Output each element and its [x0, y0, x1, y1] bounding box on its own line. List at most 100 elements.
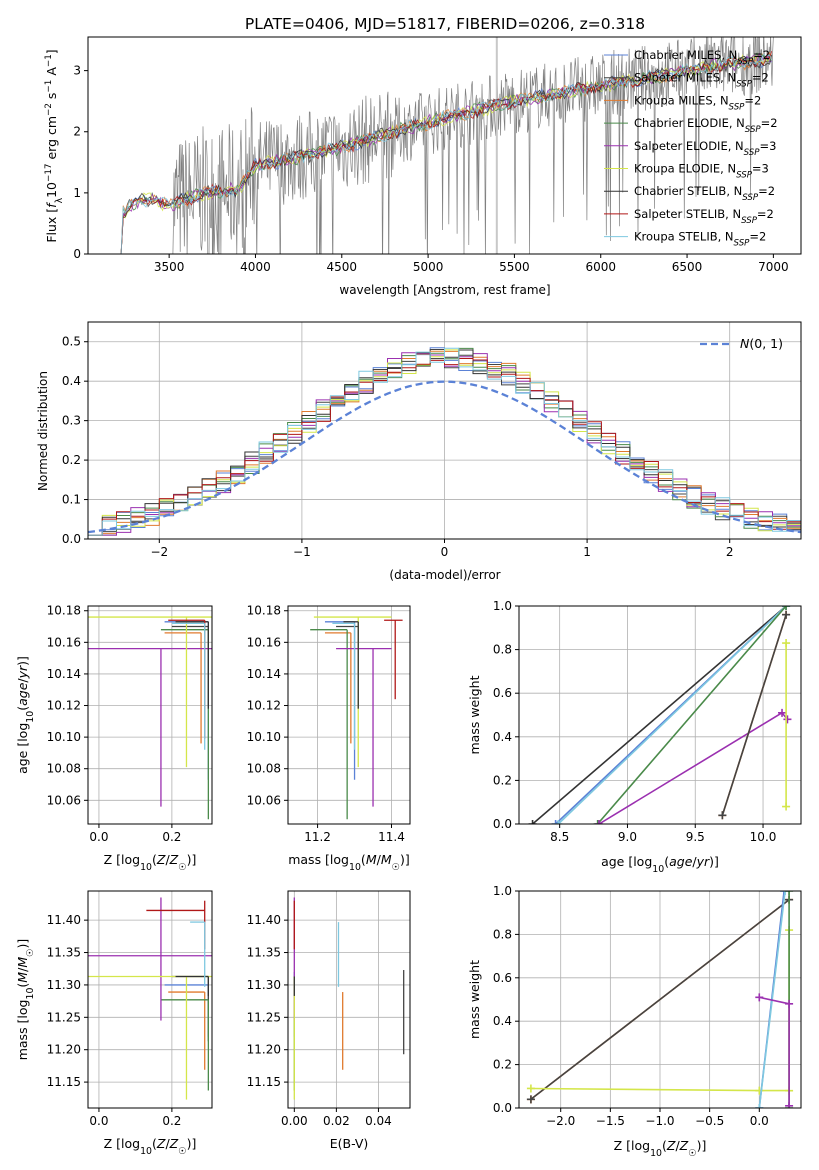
age_vs_Z-y-tick-label: 10.18	[47, 604, 81, 618]
residuals-axes: −2 −1 0 1 2 0.0 0.1 0.2 0.3 0.4 0.5 N(0, 1)	[62, 321, 802, 559]
weight_vs_Z-y-tick-label: 0.4	[493, 1014, 512, 1028]
spectrum-frame	[87, 36, 802, 255]
weight_vs_Z-x-tick-label: −1.0	[645, 1114, 674, 1128]
weight-point-marker	[594, 820, 603, 824]
residuals-x-tick-label: 2	[726, 545, 734, 559]
weight-point-marker	[755, 1104, 764, 1108]
weight-point-marker	[528, 820, 537, 824]
weight-series-line	[557, 606, 787, 824]
weight_vs_age-x-tick-label: 9.5	[686, 830, 705, 844]
spectrum-x-tick-label: 5500	[499, 260, 530, 274]
mass_vs_EBV-y-tick-label: 11.25	[247, 1010, 281, 1024]
spectrum-y-tick-label: 3	[73, 64, 81, 78]
weight-point-marker	[782, 639, 791, 648]
spectrum-x-tick-label: 7000	[758, 260, 789, 274]
weight-point-marker	[526, 1095, 535, 1104]
weight-point-marker	[783, 715, 792, 724]
mass_vs_Z-y-axis-label: mass [log10(M/M☉)]	[15, 939, 36, 1061]
legend-entry: Salpeter STELIB, NSSP=2	[634, 207, 774, 226]
weight_vs_age-y-tick-label: 0.6	[493, 686, 512, 700]
mass_vs_EBV-x-axis-label: E(B-V)	[330, 1136, 369, 1151]
weight_vs_age-x-tick-label: 8.5	[550, 830, 569, 844]
age_vs_Z-y-tick-label: 10.06	[47, 793, 81, 807]
age_vs_mass-x-tick-label: 11.2	[304, 830, 331, 844]
mass_vs_Z-x-axis-label: Z [log10(Z/Z☉)]	[104, 1136, 197, 1157]
weight_vs_Z-y-tick-label: 0.8	[493, 927, 512, 941]
mass_vs_Z-plot-area	[88, 897, 212, 1100]
age_vs_Z-y-tick-label: 10.14	[47, 667, 81, 681]
weight-point-marker	[785, 1101, 794, 1108]
model-spectrum-line	[119, 54, 773, 254]
mass_vs_EBV-y-tick-label: 11.20	[247, 1043, 281, 1057]
page-title: PLATE=0406, MJD=51817, FIBERID=0206, z=0…	[245, 15, 645, 33]
age_vs_mass-x-axis-label: mass [log10(M/M☉)]	[288, 852, 410, 873]
residuals-y-tick-label: 0.5	[62, 335, 81, 349]
legend-entry: Chabrier ELODIE, NSSP=2	[634, 116, 778, 135]
weight_vs_age-y-tick-label: 1.0	[493, 599, 512, 613]
spectrum-plot-area	[119, 37, 774, 254]
mass_vs_EBV-x-tick-label: 0.04	[365, 1114, 392, 1128]
mass_vs_EBV-x-tick-label: 0.02	[323, 1114, 350, 1128]
weight_vs_age-x-axis-label: age [log10(age/yr)]	[601, 854, 719, 875]
weight-series-line	[721, 614, 787, 816]
mass_vs_Z-y-tick-label: 11.35	[47, 946, 81, 960]
weight_vs_age-plot-area	[528, 606, 792, 824]
age_vs_Z-x-tick-label: 0.0	[89, 830, 108, 844]
legend-entry: Salpeter ELODIE, NSSP=3	[634, 139, 776, 158]
mass_vs_EBV-y-tick-label: 11.35	[247, 946, 281, 960]
age_vs_Z-frame	[87, 605, 213, 825]
mass_vs_Z-frame	[87, 890, 213, 1109]
mass_vs_EBV-y-tick-label: 11.15	[247, 1075, 281, 1089]
spectrum-x-tick-label: 6000	[585, 260, 616, 274]
mass_vs_Z-y-tick-label: 11.40	[47, 913, 81, 927]
mass_vs_EBV-y-tick-label: 11.30	[247, 978, 281, 992]
spectrum-x-tick-label: 4500	[327, 260, 358, 274]
normal-reference-curve	[88, 380, 801, 534]
spectrum-x-tick-label: 4000	[240, 260, 271, 274]
age_vs_mass-y-tick-label: 10.08	[247, 762, 281, 776]
residuals-x-tick-label: 1	[583, 545, 591, 559]
weight-point-marker	[551, 820, 560, 824]
weight_vs_Z-x-tick-label: 0.0	[750, 1114, 769, 1128]
weight_vs_Z-y-axis-label: mass weight	[467, 960, 482, 1039]
weight-point-marker	[755, 993, 764, 1002]
spectrum-x-tick-label: 6500	[672, 260, 703, 274]
weight_vs_age-axes: 8.5 9.0 9.5 10.0 0.0 0.2 0.4 0.6 0.8 1.0	[493, 599, 802, 844]
mass_vs_Z-x-tick-label: 0.2	[162, 1114, 181, 1128]
spectrum-axes: 3500 4000 4500 5000 5500 6000 6500 7000 0 1 2 3 Chab…	[73, 36, 802, 274]
weight-series-line	[530, 899, 790, 1100]
age_vs_mass-y-tick-label: 10.12	[247, 699, 281, 713]
residuals-y-tick-label: 0.3	[62, 414, 81, 428]
age_vs_Z-axes: 0.0 0.2 10.06 10.08 10.10 10.12 10.14 10.16 10.1…	[47, 604, 213, 844]
weight_vs_age-y-tick-label: 0.2	[493, 773, 512, 787]
spectrum-x-tick-label: 5000	[413, 260, 444, 274]
weight-series-line	[759, 996, 790, 1106]
spectrum-x-axis-label: wavelength [Angstrom, rest frame]	[339, 283, 550, 297]
weight-point-marker	[781, 891, 790, 895]
weight_vs_Z-x-tick-label: −2.0	[546, 1114, 575, 1128]
age_vs_mass-x-tick-label: 11.4	[378, 830, 405, 844]
legend-entry: Kroupa MILES, NSSP=2	[634, 93, 761, 112]
weight-point-marker	[526, 1084, 535, 1093]
weight-point-marker	[782, 802, 791, 811]
legend-entry: Kroupa ELODIE, NSSP=3	[634, 162, 769, 181]
age_vs_Z-y-tick-label: 10.12	[47, 699, 81, 713]
weight-series-line	[532, 606, 787, 824]
mass_vs_Z-y-tick-label: 11.25	[47, 1010, 81, 1024]
mass_vs_Z-y-tick-label: 11.30	[47, 978, 81, 992]
legend-entry: Salpeter MILES, NSSP=2	[634, 71, 769, 90]
age_vs_Z-x-tick-label: 0.2	[162, 830, 181, 844]
mass_vs_EBV-plot-area	[293, 897, 405, 1100]
age_vs_mass-y-tick-label: 10.16	[247, 635, 281, 649]
weight_vs_Z-axes: −2.0 −1.5 −1.0 −0.5 0.0 0.0 0.2 0.4 0.6 0.8 1.0	[493, 884, 802, 1128]
legend-entry: Kroupa STELIB, NSSP=2	[634, 230, 766, 249]
weight_vs_Z-x-tick-label: −1.5	[596, 1114, 625, 1128]
residuals-y-tick-label: 0.1	[62, 493, 81, 507]
weight_vs_age-y-tick-label: 0.8	[493, 643, 512, 657]
model-spectrum-line	[119, 51, 773, 254]
age_vs_mass-frame	[287, 605, 411, 825]
mass_vs_EBV-frame	[287, 890, 411, 1109]
weight_vs_Z-plot-area	[526, 891, 794, 1108]
legend-entry: Chabrier STELIB, NSSP=2	[634, 184, 775, 203]
